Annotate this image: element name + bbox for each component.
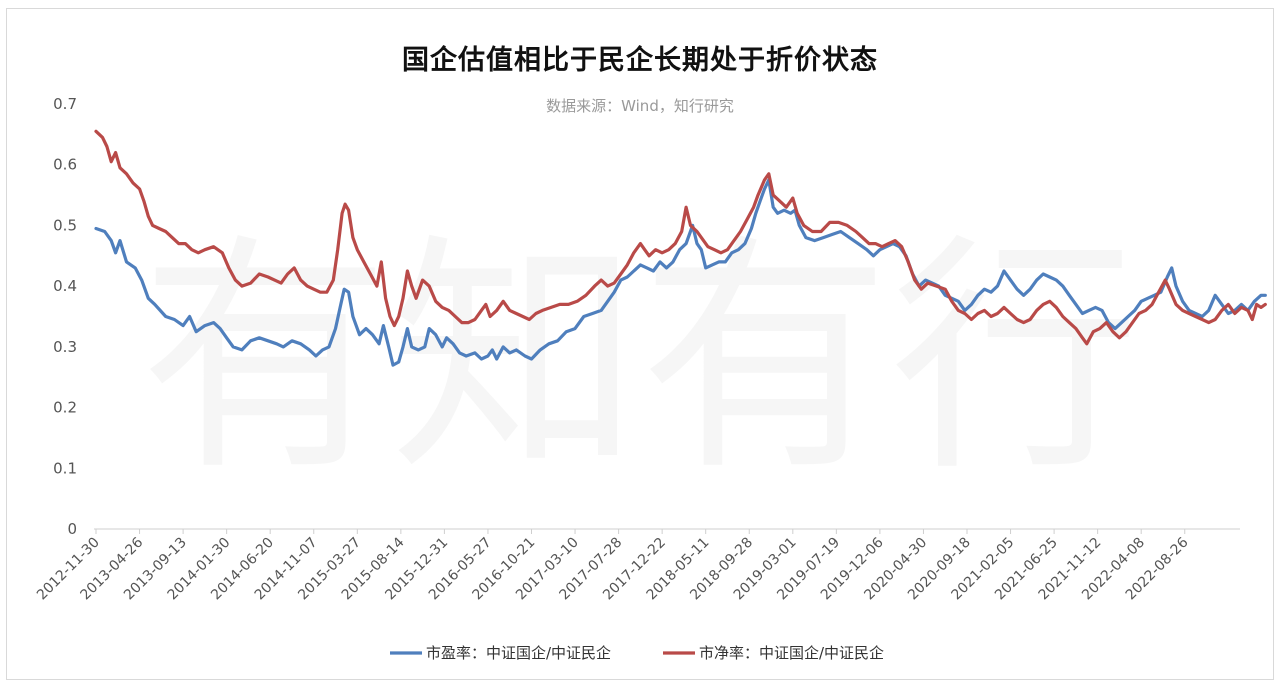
y-tick-label: 0.1	[53, 459, 77, 477]
y-tick-label: 0.4	[53, 277, 77, 295]
x-axis: 2012-11-302013-04-262013-09-132014-01-30…	[34, 529, 1192, 603]
chart-title: 国企估值相比于民企长期处于折价状态	[402, 45, 878, 76]
y-axis: 0 0.1 0.2 0.3 0.4 0.5 0.6 0.7	[53, 95, 77, 538]
watermark-text: 有知有行	[140, 213, 1140, 504]
y-tick-label: 0.5	[53, 216, 77, 234]
chart-subtitle: 数据来源：Wind，知行研究	[546, 97, 734, 115]
legend-label: 市盈率：中证国企/中证民企	[426, 644, 611, 662]
series-line-pb	[94, 129, 1267, 346]
series-line-pe	[94, 178, 1267, 367]
y-tick-label: 0.2	[53, 399, 77, 417]
legend-label: 市净率：中证国企/中证民企	[699, 644, 884, 662]
series-group	[94, 129, 1267, 367]
y-tick-label: 0.7	[53, 95, 77, 113]
watermark: 有知有行	[140, 213, 1140, 504]
y-tick-label: 0	[67, 520, 77, 538]
y-tick-label: 0.3	[53, 338, 77, 356]
y-tick-label: 0.6	[53, 156, 77, 174]
chart-frame	[6, 8, 1274, 680]
legend: 市盈率：中证国企/中证民企 市净率：中证国企/中证民企	[390, 644, 884, 662]
